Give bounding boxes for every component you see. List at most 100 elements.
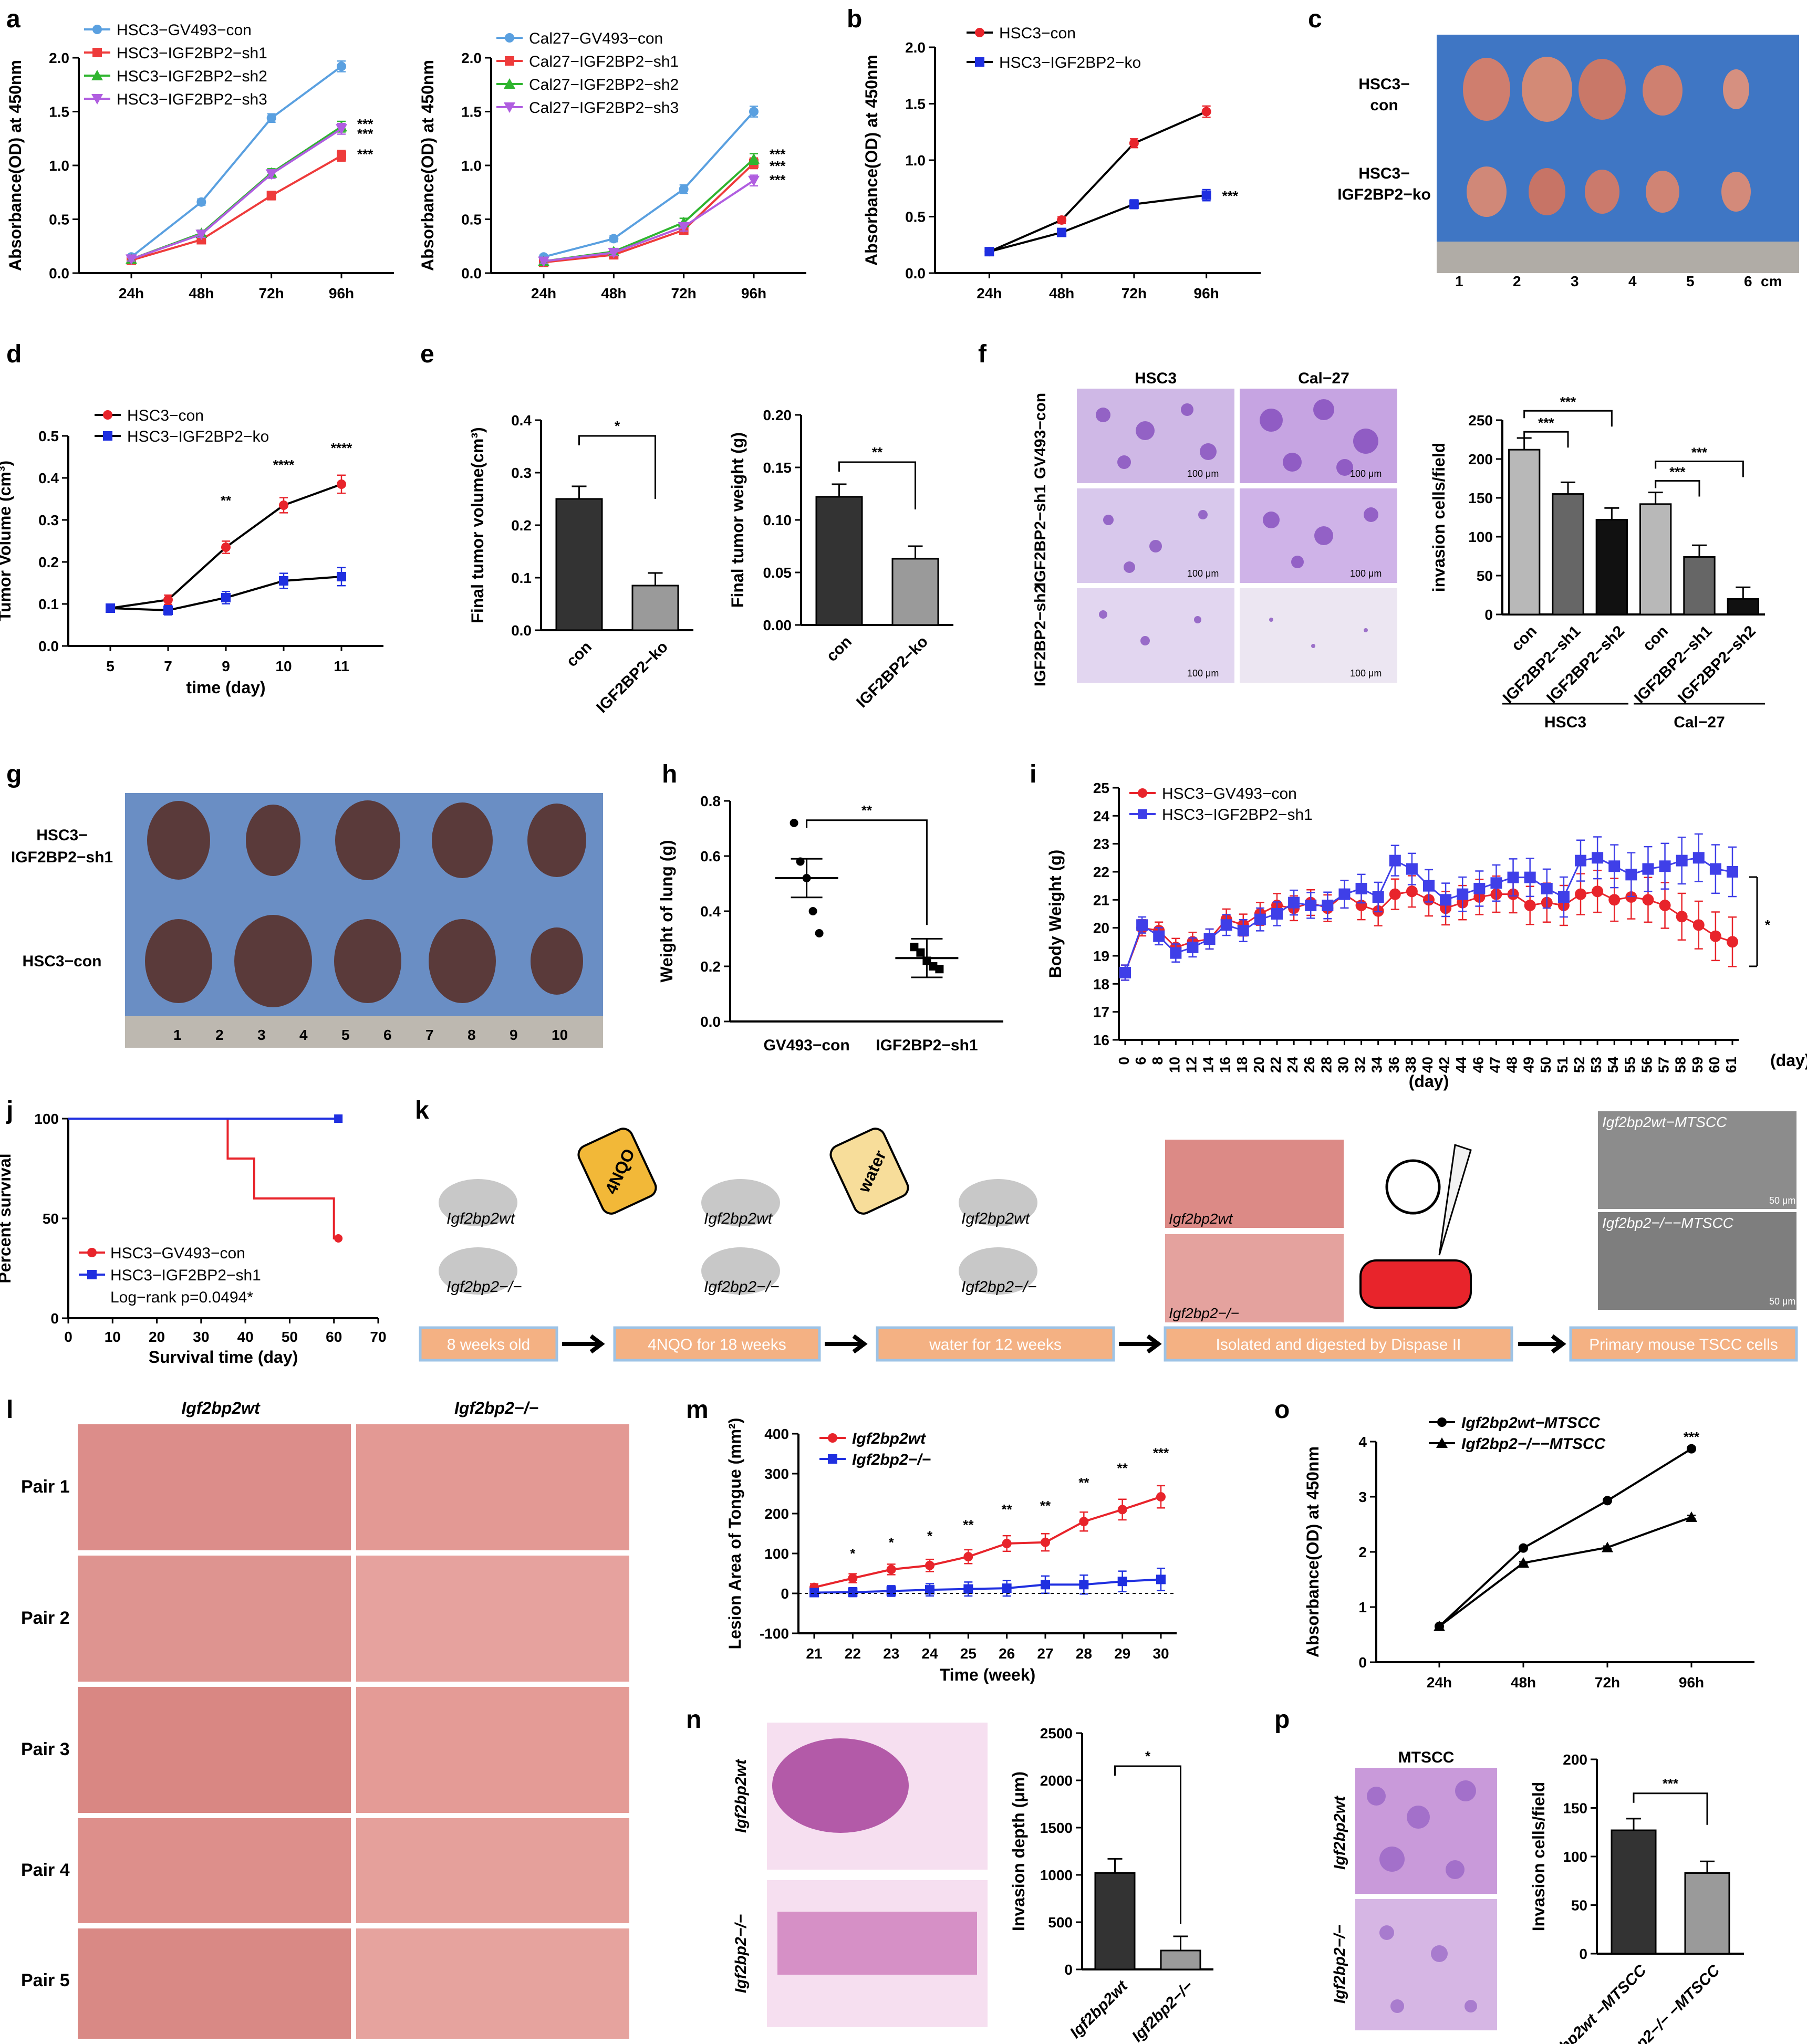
data-point — [1437, 1417, 1447, 1427]
x-axis-label: (day) — [1409, 1072, 1449, 1091]
legend-label: Igf2bp2−/− — [852, 1451, 931, 1468]
panel-letter-l: l — [6, 1396, 13, 1424]
y-tick-label: 2.0 — [461, 50, 482, 66]
photo-c-row2-label-line2: IGF2BP2−ko — [1337, 186, 1431, 203]
legend-note: Log−rank p=0.0494* — [110, 1289, 253, 1306]
y-tick-label: 0.00 — [763, 617, 792, 633]
bottle-4nqo-icon — [577, 1128, 657, 1215]
mouse-icon — [439, 1247, 517, 1295]
data-point — [1220, 919, 1232, 931]
x-axis-label: Survival time (day) — [149, 1348, 298, 1367]
x-tick-label: Igf2bp2wt — [1067, 1977, 1132, 2042]
photo-g-row1-label-line2: IGF2BP2−sh1 — [11, 849, 113, 866]
mouse-icon — [959, 1247, 1037, 1295]
photo-l-row-label: Pair 1 — [21, 1477, 70, 1497]
significance-label: ** — [861, 802, 873, 818]
x-tick-label: 46 — [1470, 1057, 1486, 1073]
series-line — [814, 1578, 1161, 1594]
panel-letter-o: o — [1274, 1396, 1290, 1424]
data-point — [1338, 888, 1351, 900]
y-tick-label: 2 — [1358, 1544, 1367, 1560]
x-tick-label: 11 — [334, 658, 349, 674]
y-tick-label: 300 — [764, 1466, 789, 1482]
data-point — [1692, 852, 1705, 864]
x-tick-label: 51 — [1554, 1057, 1571, 1073]
x-tick-label: 8 — [1149, 1057, 1166, 1065]
data-point — [1507, 871, 1519, 883]
data-point — [504, 102, 515, 113]
data-point — [1389, 888, 1401, 900]
x-tick-label: 23 — [883, 1645, 899, 1662]
tongue-image — [356, 1928, 629, 2039]
y-tick-label: 0.5 — [49, 212, 69, 228]
photo-f-row3-label: IGF2BP2−sh2 — [1032, 585, 1049, 686]
y-tick-label: 0.8 — [700, 793, 721, 809]
scale-bar-label: 100 μm — [1350, 468, 1382, 479]
x-tick-label: 50 — [1538, 1057, 1554, 1073]
data-point — [504, 78, 515, 89]
y-tick-label: 0.0 — [38, 638, 59, 654]
legend-label: HSC3−con — [999, 25, 1076, 42]
x-tick-label: 24 — [921, 1645, 938, 1662]
x-tick-label: 55 — [1622, 1057, 1638, 1073]
data-point — [1592, 885, 1604, 898]
mouse-icon — [959, 1179, 1037, 1226]
x-tick-label: 54 — [1605, 1057, 1621, 1073]
data-point — [925, 1560, 934, 1570]
bar — [1611, 1829, 1657, 1955]
x-tick-label: 56 — [1638, 1057, 1655, 1073]
x-tick-label: con — [563, 638, 595, 670]
tumor-image — [1646, 171, 1679, 213]
series-line — [543, 162, 755, 264]
data-point — [1136, 919, 1148, 931]
bar — [1639, 503, 1672, 616]
data-point — [748, 175, 760, 186]
x-tick-label: 10 — [1166, 1057, 1182, 1073]
x-tick-label: 9 — [222, 658, 230, 674]
data-point — [1642, 894, 1654, 906]
mouse-label-ko: Igf2bp2−/− — [446, 1278, 522, 1296]
y-axis-label: Invasion depth (μm) — [1009, 1771, 1028, 1931]
x-tick-label: GV493−con — [763, 1037, 849, 1054]
panel-letter-d: d — [6, 340, 22, 368]
photo-p-row2-label: Igf2bp2−/− — [1331, 1925, 1348, 2004]
x-tick-label: con — [823, 633, 855, 665]
data-point — [748, 153, 760, 164]
significance-label: * — [1145, 1748, 1151, 1764]
y-tick-label: 2500 — [1040, 1725, 1073, 1741]
mtscc-ko-label: Igf2bp2−/−−MTSCC — [1602, 1215, 1734, 1231]
tongue-image — [78, 1687, 351, 1813]
data-point — [1372, 891, 1384, 903]
data-point — [163, 606, 173, 615]
data-point — [1434, 1620, 1445, 1631]
data-point — [1423, 880, 1435, 892]
photo-f-col1-label: HSC3 — [1135, 370, 1177, 387]
data-point — [279, 576, 288, 586]
dish-icon — [1359, 1259, 1472, 1309]
flow-step-box — [876, 1326, 1115, 1362]
y-tick-label: 21 — [1093, 892, 1109, 908]
data-point — [1254, 913, 1266, 925]
x-tick-label: 70 — [370, 1329, 386, 1345]
panel-letter-p: p — [1274, 1706, 1290, 1734]
mouse-icon — [439, 1179, 517, 1226]
legend-label: Cal27−IGF2BP2−sh3 — [529, 99, 679, 117]
chart-a-cal27-cck8: 0.0 0.5 1.0 1.5 2.0 Absorbance(OD) at 450nm 24… — [418, 30, 806, 301]
scale-bar-label: 100 μm — [1350, 568, 1382, 579]
x-tick-label: 26 — [1301, 1057, 1317, 1073]
photo-g-row1-label-line1: HSC3− — [36, 827, 88, 844]
significance-label: ** — [1040, 1498, 1051, 1514]
data-point — [337, 151, 346, 161]
data-point — [1541, 883, 1553, 894]
data-point — [828, 1433, 837, 1443]
panel-letter-h: h — [662, 760, 677, 788]
group-label: Cal−27 — [1674, 714, 1725, 731]
y-tick-label: 0.3 — [38, 512, 59, 528]
series-line — [131, 128, 342, 260]
y-tick-label: 1500 — [1040, 1820, 1073, 1836]
y-tick-label: 18 — [1093, 976, 1109, 992]
data-point — [1524, 871, 1536, 883]
data-point — [935, 965, 944, 974]
x-tick-label: 48h — [601, 285, 626, 301]
data-point — [1603, 1496, 1612, 1506]
